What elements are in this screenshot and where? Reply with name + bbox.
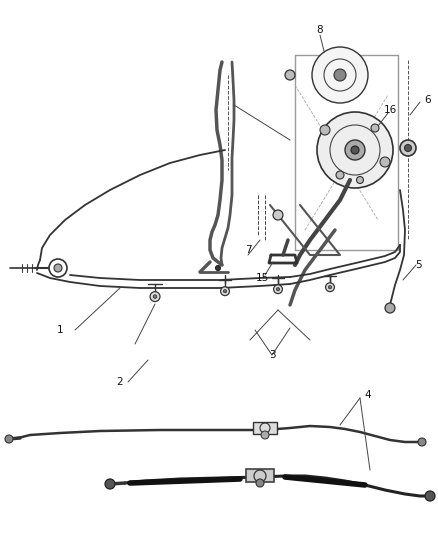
Circle shape <box>345 140 365 160</box>
Text: 7: 7 <box>245 245 251 255</box>
Circle shape <box>418 438 426 446</box>
Circle shape <box>325 283 334 292</box>
Text: 6: 6 <box>425 95 431 105</box>
Circle shape <box>312 47 368 103</box>
Circle shape <box>400 140 416 156</box>
FancyBboxPatch shape <box>246 469 274 482</box>
Text: 8: 8 <box>317 25 323 35</box>
Text: 15: 15 <box>255 273 268 283</box>
Circle shape <box>276 288 279 291</box>
Circle shape <box>273 210 283 220</box>
Circle shape <box>221 287 230 296</box>
Circle shape <box>357 176 364 183</box>
Circle shape <box>425 491 435 501</box>
Circle shape <box>274 285 283 294</box>
Circle shape <box>49 259 67 277</box>
Circle shape <box>256 479 264 487</box>
Circle shape <box>334 69 346 81</box>
Circle shape <box>54 264 62 272</box>
Circle shape <box>5 435 13 443</box>
Circle shape <box>380 157 390 167</box>
Text: 3: 3 <box>268 350 276 360</box>
Circle shape <box>317 112 393 188</box>
Text: 1: 1 <box>57 325 64 335</box>
Circle shape <box>261 431 269 439</box>
Circle shape <box>371 124 379 132</box>
Circle shape <box>320 125 330 135</box>
Circle shape <box>153 295 157 298</box>
Text: 16: 16 <box>383 105 397 115</box>
Text: 5: 5 <box>415 260 421 270</box>
Circle shape <box>223 289 226 293</box>
Circle shape <box>385 303 395 313</box>
Circle shape <box>105 479 115 489</box>
FancyBboxPatch shape <box>253 422 277 434</box>
Circle shape <box>285 70 295 80</box>
Text: 2: 2 <box>117 377 124 387</box>
Circle shape <box>405 144 411 151</box>
Circle shape <box>351 146 359 154</box>
Circle shape <box>150 292 160 302</box>
Circle shape <box>336 171 344 179</box>
Text: 4: 4 <box>365 390 371 400</box>
Circle shape <box>328 286 332 289</box>
Circle shape <box>215 265 220 271</box>
